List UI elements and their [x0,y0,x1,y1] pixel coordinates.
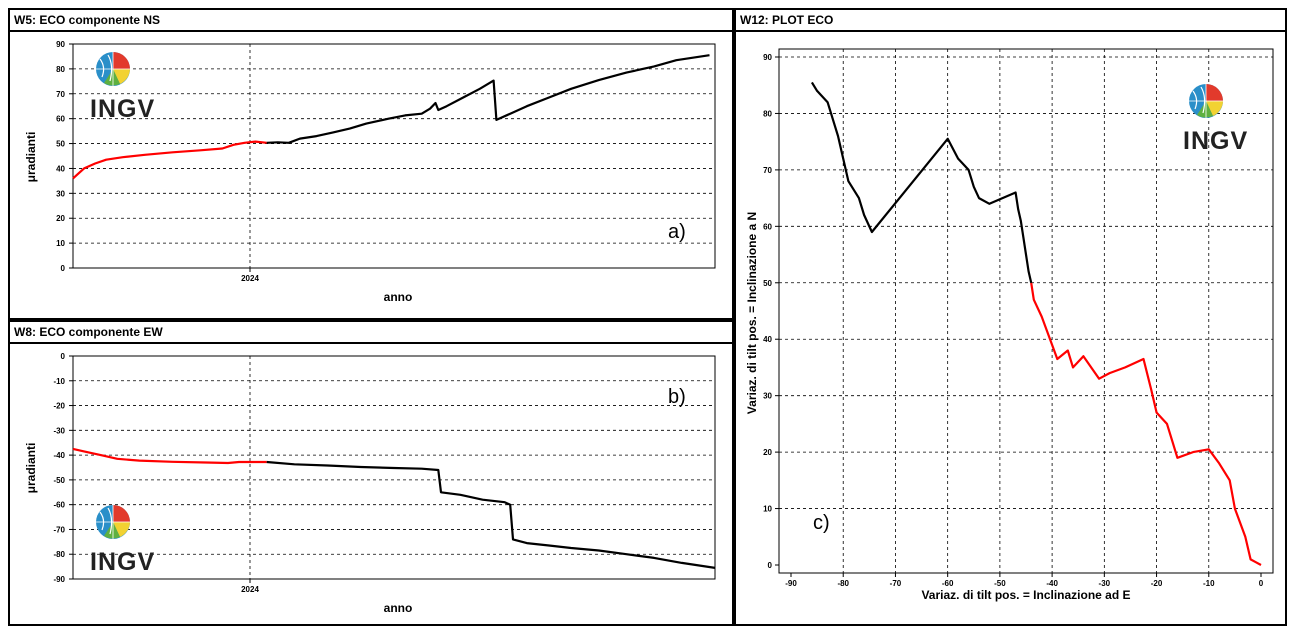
ingv-logo-text: INGV [90,548,155,576]
x-tick-label: -30 [1099,579,1111,588]
y-tick-label: 90 [763,53,772,62]
y-tick-label: -90 [53,575,65,584]
y-tick-label: 40 [763,335,772,344]
y-tick-label: -80 [53,550,65,559]
x-tick-label: -50 [994,579,1006,588]
plot-frame [72,43,716,269]
plot-frame [778,48,1274,574]
x-tick-label: 0 [1259,579,1264,588]
y-tick-label: 10 [763,505,772,514]
x-tick-label: -80 [837,579,849,588]
y-tick-label: 10 [56,239,65,248]
series-line-pre-2024 [1030,282,1262,566]
series-line-post-2024 [810,81,1033,284]
globe-icon [96,505,130,539]
y-tick-label: -50 [53,476,65,485]
y-tick-label: 60 [763,222,772,231]
ns-ylabel: μradianti [24,132,38,183]
globe-icon [96,52,130,86]
x-tick-label: 2024 [241,585,259,594]
y-tick-label: 20 [763,448,772,457]
panel-ew-title: W8: ECO componente EW [10,322,732,344]
y-tick-label: 40 [56,164,65,173]
ns-xlabel: anno [384,290,413,304]
y-tick-label: 50 [763,279,772,288]
ew-xlabel: anno [384,601,413,615]
ns-annotation: a) [668,221,686,243]
ingv-logo-text: INGV [90,95,155,123]
y-tick-label: 0 [768,561,773,570]
y-tick-label: -40 [53,451,65,460]
x-tick-label: -70 [890,579,902,588]
x-tick-label: -40 [1046,579,1058,588]
series-line-post-2024 [266,54,710,144]
y-tick-label: 0 [61,352,66,361]
chart-ew: 0 -10 -20 -30 -40 -50 -60 -70 -80 -90 2024 [53,352,716,594]
y-tick-label: 30 [56,189,65,198]
y-tick-label: 90 [56,40,65,49]
ingv-logo-ew: INGV [90,505,155,576]
ingv-logo-plot: INGV [1183,84,1248,155]
panel-ns-title: W5: ECO componente NS [10,10,732,32]
x-tick-label: -20 [1151,579,1163,588]
y-tick-label: 80 [56,65,65,74]
ew-ylabel: μradianti [24,443,38,494]
ingv-logo-ns: INGV [90,52,155,123]
globe-icon [1189,84,1223,118]
panel-plot-title: W12: PLOT ECO [736,10,1285,32]
plot-ylabel: Variaz. di tilt pos. = Inclinazione a N [745,212,759,414]
y-tick-label: 20 [56,214,65,223]
plot-xlabel: Variaz. di tilt pos. = Inclinazione ad E [921,588,1130,602]
x-tick-label: -10 [1203,579,1215,588]
y-tick-label: 30 [763,392,772,401]
chart-ns: 0 10 20 30 40 50 60 70 80 90 2024 [56,40,716,283]
y-tick-label: 80 [763,109,772,118]
y-tick-label: -20 [53,402,65,411]
y-tick-label: 70 [763,166,772,175]
y-tick-label: 70 [56,90,65,99]
ew-annotation: b) [668,386,686,408]
y-tick-label: -10 [53,377,65,386]
y-tick-label: -30 [53,426,65,435]
x-tick-label: 2024 [241,274,259,283]
x-tick-label: -90 [785,579,797,588]
plot-annotation: c) [813,512,830,534]
series-line-post-2024 [266,460,716,569]
y-tick-label: 0 [61,264,66,273]
plot-frame [72,355,716,580]
chart-plot: 0 10 20 30 40 50 60 70 80 90 -90 -80 -70 -60 -50 -40 -30… [763,48,1274,588]
ingv-logo-text: INGV [1183,127,1248,155]
x-tick-label: -60 [942,579,954,588]
y-tick-label: 60 [56,115,65,124]
series-line-pre-2024 [72,447,267,465]
y-tick-label: -70 [53,525,65,534]
y-tick-label: -60 [53,501,65,510]
panel-ew: W8: ECO componente EW [8,320,734,626]
y-tick-label: 50 [56,140,65,149]
series-line-pre-2024 [72,140,267,180]
